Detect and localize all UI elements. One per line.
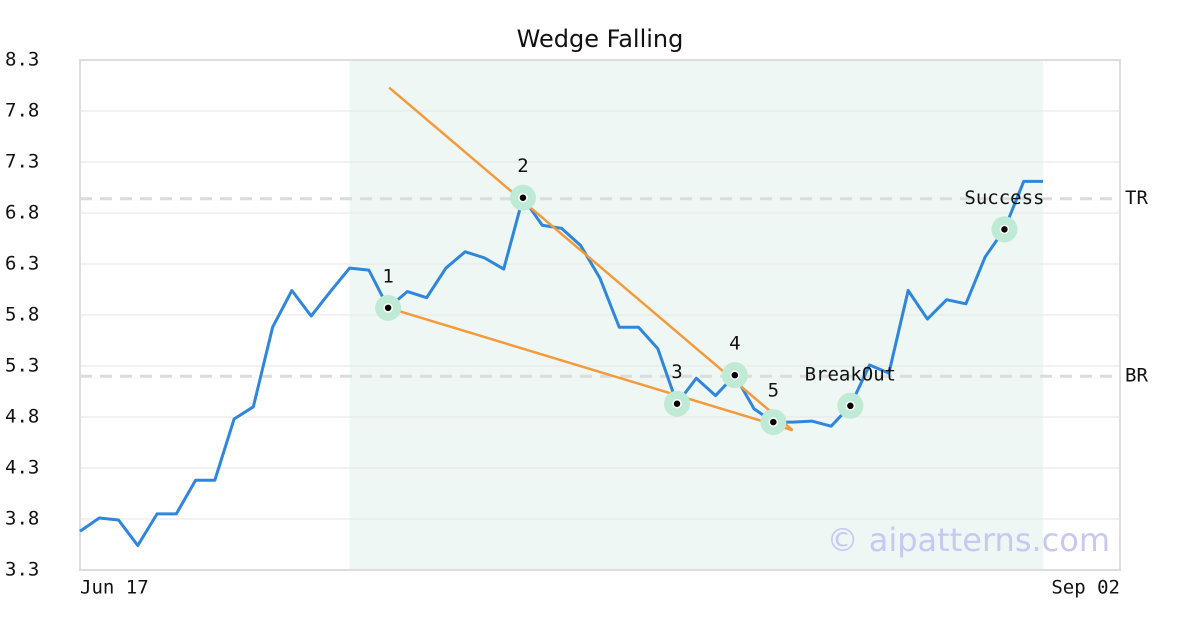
y-tick-label: 5.8 <box>5 304 39 326</box>
level-label: BR <box>1125 365 1148 387</box>
y-tick-label: 5.3 <box>5 355 39 377</box>
y-tick-label: 6.8 <box>5 202 39 224</box>
x-tick-label: Jun 17 <box>80 577 149 599</box>
point-dot <box>672 398 682 409</box>
trend-line <box>387 306 793 432</box>
y-tick-label: 7.8 <box>5 100 39 122</box>
x-tick-label: Sep 02 <box>1051 577 1120 599</box>
point-dot <box>845 401 856 411</box>
y-tick-label: 3.3 <box>5 559 39 581</box>
y-tick-label: 4.3 <box>5 457 39 479</box>
point-label: Success <box>964 187 1044 209</box>
point-dot <box>730 370 740 380</box>
point-label: 3 <box>671 361 682 383</box>
point-dot <box>518 192 528 203</box>
chart-title: Wedge Falling <box>517 25 684 53</box>
y-tick-label: 3.8 <box>5 508 39 530</box>
level-label: TR <box>1125 187 1148 209</box>
point-label: 2 <box>517 155 528 177</box>
price-line <box>79 179 1043 548</box>
point-label: 5 <box>768 380 779 402</box>
point-dot <box>383 303 393 313</box>
point-label: 1 <box>382 265 393 287</box>
plot-border <box>79 59 1121 571</box>
point-dot <box>999 224 1010 235</box>
point-label: BreakOut <box>805 363 897 385</box>
y-tick-label: 7.3 <box>5 151 39 173</box>
point-dot <box>768 417 779 427</box>
y-tick-label: 8.3 <box>5 49 39 71</box>
y-tick-label: 6.3 <box>5 253 39 275</box>
watermark: © aipatterns.com <box>827 521 1110 559</box>
point-label: 4 <box>729 333 740 355</box>
y-tick-label: 4.8 <box>5 406 39 428</box>
